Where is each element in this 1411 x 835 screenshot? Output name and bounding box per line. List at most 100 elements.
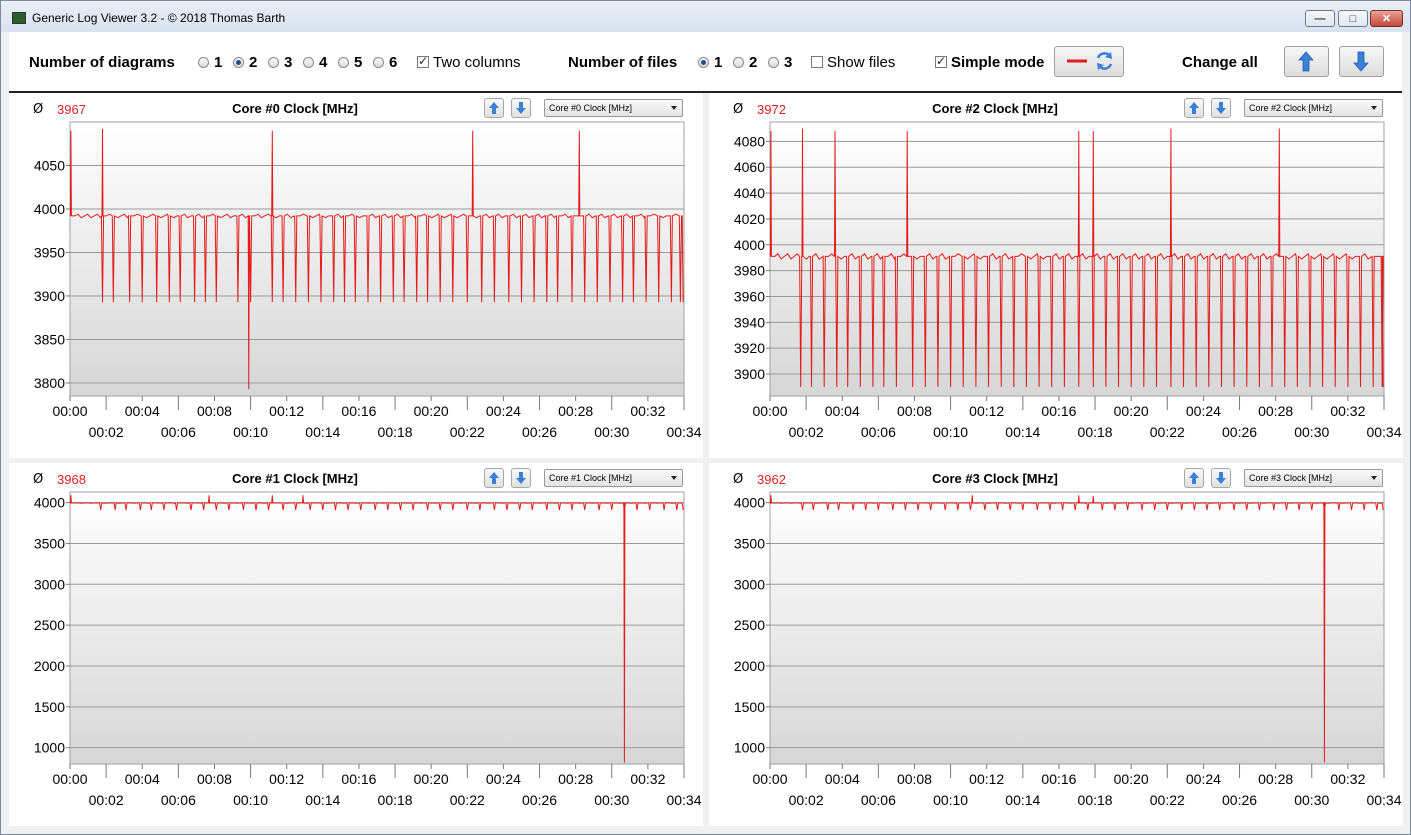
diagram-radio-4[interactable]: 4 xyxy=(303,54,327,71)
radio-label: 3 xyxy=(284,54,293,71)
channel-select[interactable]: Core #1 Clock [MHz] xyxy=(544,469,683,487)
x-tick-label: 00:04 xyxy=(825,403,860,419)
plot-area xyxy=(769,121,1385,397)
x-tick-label: 00:12 xyxy=(269,771,304,787)
x-tick-label: 00:08 xyxy=(197,403,232,419)
x-tick-label: 00:30 xyxy=(594,792,629,808)
file-radio-1[interactable]: 1 xyxy=(698,54,722,71)
x-tick-label: 00:10 xyxy=(233,424,268,440)
x-tick-label: 00:22 xyxy=(450,424,485,440)
y-tick-label: 4000 xyxy=(34,201,65,217)
line-chart-core-1: 100015002000250030003500400000:0000:0200… xyxy=(34,491,702,808)
line-color-refresh-icon xyxy=(1067,52,1113,70)
x-tick-label: 00:14 xyxy=(305,792,340,808)
file-radio-2[interactable]: 2 xyxy=(733,54,757,71)
diagram-radio-6[interactable]: 6 xyxy=(373,54,397,71)
arrow-up-icon xyxy=(489,472,499,484)
arrow-up-icon xyxy=(1189,102,1199,114)
x-tick-label: 00:34 xyxy=(1366,424,1401,440)
diagram-radio-1[interactable]: 1 xyxy=(198,54,222,71)
y-tick-label: 2000 xyxy=(734,658,765,674)
x-tick-label: 00:32 xyxy=(1330,771,1365,787)
chart-title: Core #1 Clock [MHz] xyxy=(232,471,358,486)
minimize-button[interactable]: — xyxy=(1305,10,1335,27)
x-tick-label: 00:22 xyxy=(1150,792,1185,808)
panel-down-button[interactable] xyxy=(511,468,531,488)
y-tick-label: 1500 xyxy=(734,699,765,715)
x-tick-label: 00:14 xyxy=(1005,424,1040,440)
arrow-up-icon xyxy=(489,102,499,114)
app-icon xyxy=(12,12,26,24)
x-tick-label: 00:20 xyxy=(1114,403,1149,419)
file-radio-3[interactable]: 3 xyxy=(768,54,792,71)
x-tick-label: 00:10 xyxy=(933,424,968,440)
x-tick-label: 00:04 xyxy=(125,771,160,787)
radio-label: 1 xyxy=(714,54,723,71)
chart-title: Core #0 Clock [MHz] xyxy=(232,101,358,116)
x-tick-label: 00:20 xyxy=(1114,771,1149,787)
x-tick-label: 00:06 xyxy=(161,792,196,808)
channel-select[interactable]: Core #3 Clock [MHz] xyxy=(1244,469,1383,487)
x-tick-label: 00:34 xyxy=(666,792,701,808)
panel-up-button[interactable] xyxy=(1184,468,1204,488)
arrow-up-icon xyxy=(1189,472,1199,484)
show-files-checkbox[interactable]: Show files xyxy=(811,54,895,71)
radio-icon xyxy=(198,57,209,68)
y-tick-label: 3920 xyxy=(734,340,765,356)
two-columns-checkbox[interactable]: Two columns xyxy=(417,54,521,71)
simple-mode-checkbox[interactable]: Simple mode xyxy=(935,54,1044,71)
x-tick-label: 00:02 xyxy=(89,792,124,808)
panel-up-button[interactable] xyxy=(484,468,504,488)
change-all-down-button[interactable] xyxy=(1339,46,1384,77)
diagram-radio-3[interactable]: 3 xyxy=(268,54,292,71)
y-tick-label: 3960 xyxy=(734,288,765,304)
radio-label: 6 xyxy=(389,54,398,71)
title-bar[interactable]: Generic Log Viewer 3.2 - © 2018 Thomas B… xyxy=(1,1,1410,32)
y-tick-label: 3500 xyxy=(34,535,65,551)
radio-icon xyxy=(338,57,349,68)
arrow-down-icon xyxy=(1216,102,1226,114)
x-tick-label: 00:24 xyxy=(1186,771,1221,787)
panel-up-button[interactable] xyxy=(484,98,504,118)
diagram-radio-2[interactable]: 2 xyxy=(233,54,257,71)
average-value: 3972 xyxy=(757,102,786,117)
panel-down-button[interactable] xyxy=(1211,98,1231,118)
x-tick-label: 00:26 xyxy=(522,792,557,808)
change-all-label: Change all xyxy=(1182,54,1258,71)
checkbox-label: Simple mode xyxy=(951,54,1045,71)
x-tick-label: 00:20 xyxy=(414,771,449,787)
line-color-button[interactable] xyxy=(1054,46,1124,77)
x-tick-label: 00:02 xyxy=(89,424,124,440)
x-tick-label: 00:12 xyxy=(969,771,1004,787)
line-chart-core-0: 38003850390039504000405000:0000:0200:040… xyxy=(34,121,702,440)
panel-down-button[interactable] xyxy=(1211,468,1231,488)
channel-select[interactable]: Core #2 Clock [MHz] xyxy=(1244,99,1383,117)
toolbar: Number of diagrams 1 2 3 4 5 6 Two colum… xyxy=(9,32,1402,93)
diagram-radio-5[interactable]: 5 xyxy=(338,54,362,71)
maximize-button[interactable]: □ xyxy=(1338,10,1368,27)
x-tick-label: 00:10 xyxy=(233,792,268,808)
average-symbol: Ø xyxy=(33,102,44,117)
change-all-up-button[interactable] xyxy=(1284,46,1329,77)
y-tick-label: 4020 xyxy=(734,211,765,227)
x-tick-label: 00:04 xyxy=(125,403,160,419)
close-button[interactable]: ✕ xyxy=(1370,10,1403,27)
panel-down-button[interactable] xyxy=(511,98,531,118)
x-tick-label: 00:28 xyxy=(1258,771,1293,787)
panel-up-button[interactable] xyxy=(1184,98,1204,118)
radio-label: 4 xyxy=(319,54,328,71)
channel-select[interactable]: Core #0 Clock [MHz] xyxy=(544,99,683,117)
plot-area xyxy=(769,491,1385,765)
radio-selected-icon xyxy=(698,57,709,68)
x-tick-label: 00:18 xyxy=(378,424,413,440)
plot-area xyxy=(69,121,685,397)
x-tick-label: 00:14 xyxy=(1005,792,1040,808)
x-tick-label: 00:04 xyxy=(825,771,860,787)
arrow-down-icon xyxy=(516,102,526,114)
radio-icon xyxy=(303,57,314,68)
chevron-down-icon xyxy=(1371,476,1377,480)
x-tick-label: 00:34 xyxy=(666,424,701,440)
x-tick-label: 00:08 xyxy=(897,771,932,787)
radio-icon xyxy=(768,57,779,68)
